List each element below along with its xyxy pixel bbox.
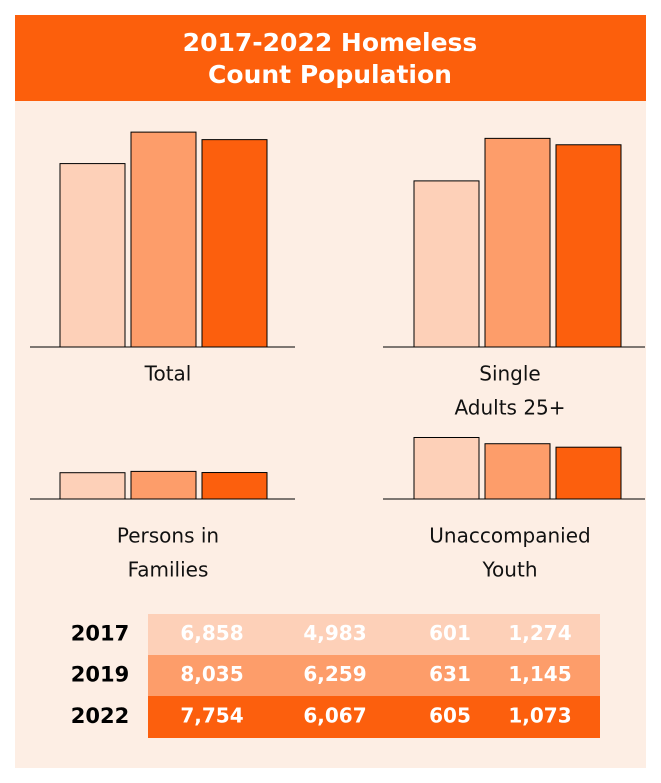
table-value: 1,274 xyxy=(508,621,571,645)
table-value: 6,259 xyxy=(303,662,366,686)
title: 2017-2022 Homeless xyxy=(183,28,478,57)
bar xyxy=(484,137,551,348)
panel-label: Total xyxy=(144,362,192,386)
year-label: 2022 xyxy=(71,704,129,728)
table-value: 605 xyxy=(429,704,471,728)
bar xyxy=(201,472,268,500)
table-row xyxy=(148,696,600,738)
bar xyxy=(413,436,480,500)
bar xyxy=(555,446,622,500)
panel-label: Adults 25+ xyxy=(454,396,565,420)
title: Count Population xyxy=(208,60,452,89)
year-label: 2019 xyxy=(71,663,129,687)
table-value: 631 xyxy=(429,662,471,686)
bar xyxy=(201,139,268,348)
bar xyxy=(413,180,480,348)
table-value: 601 xyxy=(429,621,471,645)
bar xyxy=(555,144,622,348)
table-value: 4,983 xyxy=(303,621,366,645)
bar xyxy=(59,163,126,348)
title-band xyxy=(15,15,646,101)
table-value: 6,858 xyxy=(180,621,243,645)
year-label: 2017 xyxy=(71,622,129,646)
table-value: 1,145 xyxy=(508,662,571,686)
table-value: 1,073 xyxy=(508,704,571,728)
table-row xyxy=(148,614,600,655)
panel-label: Youth xyxy=(482,558,538,582)
table-row xyxy=(148,655,600,696)
panel-label: Single xyxy=(479,362,540,386)
panel-label: Unaccompanied xyxy=(429,524,590,548)
table-value: 7,754 xyxy=(180,704,243,728)
table-value: 8,035 xyxy=(180,662,243,686)
panel-label: Families xyxy=(128,558,209,582)
table-value: 6,067 xyxy=(303,704,366,728)
panel-label: Persons in xyxy=(117,524,219,548)
bar xyxy=(59,472,126,500)
bar xyxy=(130,131,197,348)
bar xyxy=(484,443,551,500)
bar xyxy=(130,470,197,500)
